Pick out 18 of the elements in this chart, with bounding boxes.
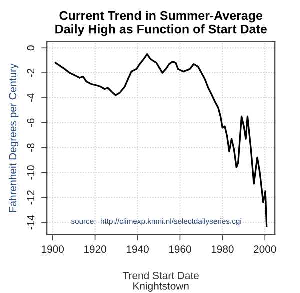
x-axis-title: Trend Start Date Knightstown (123, 272, 199, 292)
x-tick-label: 1920 (84, 246, 106, 254)
y-tick-label: -12 (27, 190, 35, 205)
x-tick-label: 1900 (42, 246, 64, 254)
y-tick-label: -2 (27, 68, 35, 78)
x-tick-label: 1980 (212, 246, 234, 254)
y-tick-label: 0 (27, 46, 35, 51)
y-tick-label: -6 (27, 118, 35, 128)
x-tick-label: 1940 (126, 246, 149, 254)
chart-title: Current Trend in Summer-Average Daily High as Function of Start Date (56, 10, 267, 36)
y-tick-label: -14 (27, 215, 35, 230)
y-tick-label: -4 (27, 94, 35, 102)
y-tick-label: -8 (27, 144, 35, 152)
line-series (54, 54, 268, 228)
x-tick-label: 1960 (169, 246, 192, 254)
y-tick-label: -10 (27, 166, 35, 180)
y-axis-title: Fahrenheit Degrees per Century (8, 64, 19, 212)
x-tick-label: 2000 (254, 246, 276, 254)
